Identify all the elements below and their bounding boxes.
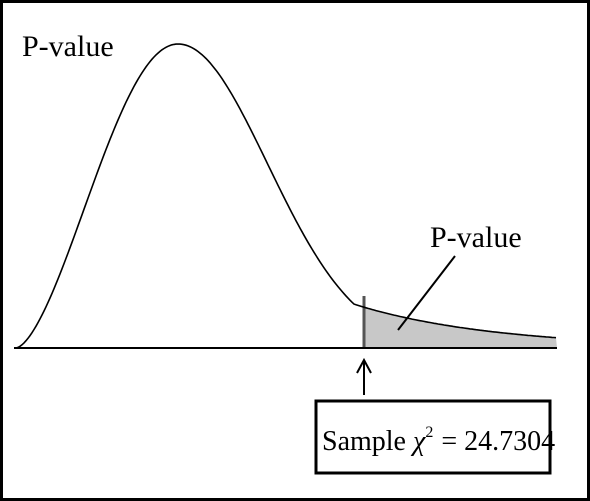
statistic-arrow-head: [356, 357, 372, 374]
statistic-symbol: χ: [410, 426, 426, 457]
diagram-title: P-value: [22, 30, 114, 63]
statistic-label-box: [314, 399, 552, 475]
statistic-exponent: 2: [425, 424, 433, 441]
tail-label-leader: [397, 255, 456, 331]
chi-square-curve: [15, 43, 557, 349]
statistic-value: = 24.7304: [441, 426, 555, 457]
statistic-label-prefix: Sample: [322, 426, 413, 457]
tail-label: P-value: [430, 221, 522, 254]
statistic-label: Sample χ2 = 24.7304: [322, 424, 555, 457]
